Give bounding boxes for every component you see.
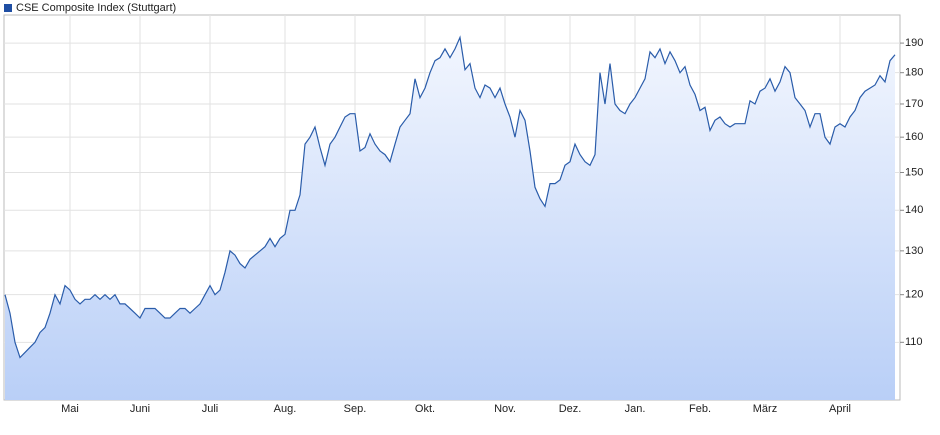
x-tick-label: Dez.: [559, 403, 582, 415]
y-tick-label: 130: [905, 245, 923, 257]
y-tick-label: 160: [905, 131, 923, 143]
x-tick-label: Jan.: [625, 403, 646, 415]
y-tick-label: 190: [905, 37, 923, 49]
x-tick-label: März: [753, 403, 777, 415]
x-tick-label: Mai: [61, 403, 79, 415]
x-tick-label: Juli: [202, 403, 219, 415]
y-tick-label: 110: [905, 336, 923, 348]
y-tick-label: 140: [905, 204, 923, 216]
x-tick-label: Okt.: [415, 403, 435, 415]
area: [5, 37, 895, 401]
x-tick-label: Feb.: [689, 403, 711, 415]
x-tick-label: Juni: [130, 403, 150, 415]
y-tick-label: 120: [905, 289, 923, 301]
x-tick-label: Aug.: [274, 403, 297, 415]
line: [4, 35, 896, 359]
x-tick-label: Nov.: [494, 403, 516, 415]
y-tick-label: 170: [905, 98, 923, 110]
legend-label: CSE Composite Index (Stuttgart): [16, 2, 176, 14]
x-tick-label: April: [829, 403, 851, 415]
y-tick-label: 180: [905, 67, 923, 79]
legend-swatch: [4, 4, 12, 12]
y-tick-label: 150: [905, 166, 923, 178]
x-tick-label: Sep.: [344, 403, 367, 415]
